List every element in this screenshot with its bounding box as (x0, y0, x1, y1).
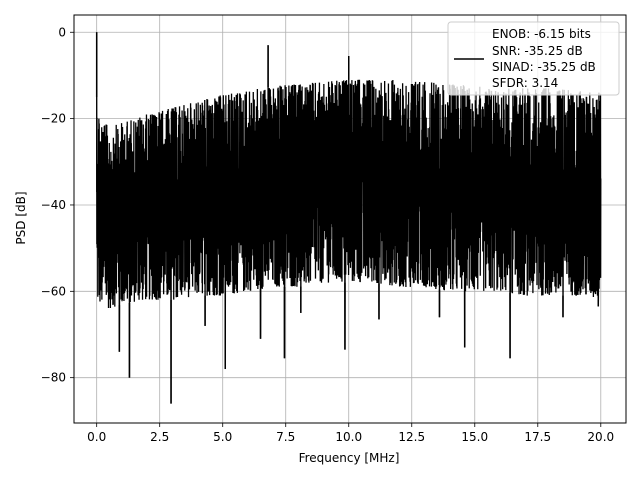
y-tick-label: 0 (58, 25, 66, 39)
plot-area (95, 32, 602, 404)
legend-sfdr-text: SFDR: 3.14 (492, 76, 558, 90)
x-axis-ticks: 0.0 2.5 5.0 7.5 10.0 12.5 15.0 17.5 20.0 (87, 423, 614, 444)
x-tick-label: 15.0 (461, 430, 488, 444)
x-tick-label: 0.0 (87, 430, 106, 444)
legend-enob-text: ENOB: -6.15 bits (492, 27, 591, 41)
x-tick-label: 20.0 (587, 430, 614, 444)
axes-frame (73, 14, 627, 424)
y-tick-label: −20 (41, 112, 66, 126)
y-tick-label: −40 (41, 198, 66, 212)
y-tick-label: −60 (41, 284, 66, 298)
x-tick-label: 10.0 (335, 430, 362, 444)
legend[interactable]: ENOB: -6.15 bits SNR: -35.25 dB SINAD: -… (447, 21, 620, 96)
y-axis-label: PSD [dB] (14, 191, 28, 244)
x-tick-label: 17.5 (524, 430, 551, 444)
psd-trace (96, 32, 602, 404)
legend-sinad-text: SINAD: -35.25 dB (492, 60, 596, 74)
x-tick-label: 7.5 (276, 430, 295, 444)
legend-snr-text: SNR: -35.25 dB (492, 44, 583, 58)
legend-box (447, 21, 620, 96)
x-tick-label: 12.5 (398, 430, 425, 444)
y-axis-ticks: 0 −20 −40 −60 −80 (41, 25, 74, 385)
x-axis-label: Frequency [MHz] (299, 451, 400, 465)
series-psd (95, 32, 602, 404)
x-tick-label: 5.0 (213, 430, 232, 444)
x-tick-label: 2.5 (150, 430, 169, 444)
y-tick-label: −80 (41, 371, 66, 385)
